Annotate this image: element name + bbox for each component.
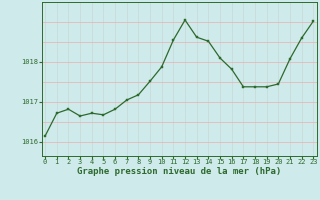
X-axis label: Graphe pression niveau de la mer (hPa): Graphe pression niveau de la mer (hPa) [77,167,281,176]
